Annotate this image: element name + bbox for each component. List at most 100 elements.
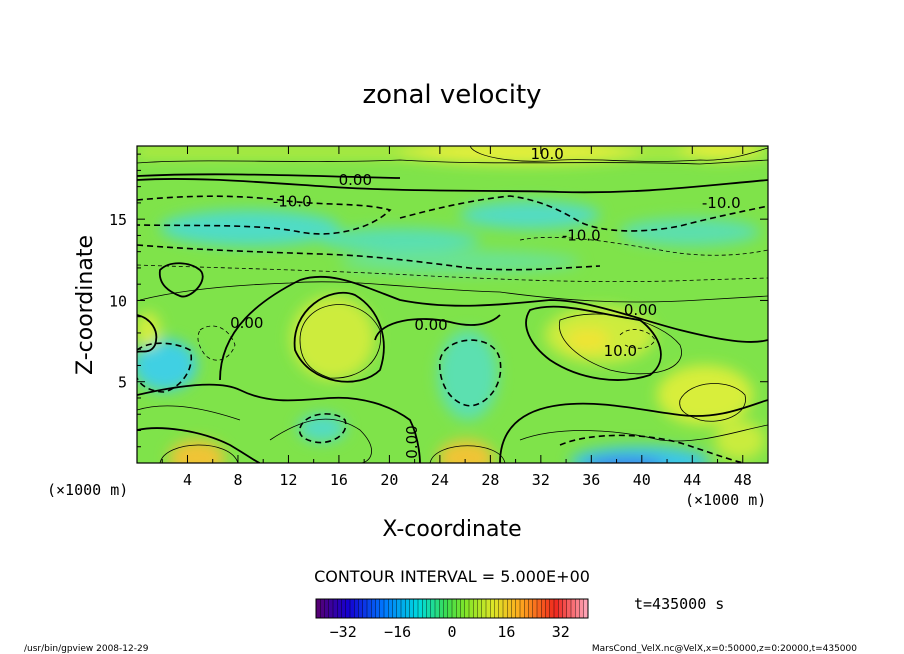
contour-label: 0.00 bbox=[624, 301, 657, 319]
colorbar-swatch bbox=[396, 599, 402, 618]
x-axis-label: X-coordinate bbox=[382, 517, 521, 542]
colorbar-swatch bbox=[435, 599, 440, 618]
x-axis-unit-right: (×1000 m) bbox=[685, 491, 766, 509]
colorbar-swatch bbox=[426, 599, 432, 618]
colorbar-swatch bbox=[392, 599, 398, 618]
colorbar-swatch bbox=[545, 599, 551, 618]
colorbar-swatch bbox=[575, 599, 580, 618]
contour-label: -10.0 bbox=[273, 192, 312, 210]
contour-label: 10.0 bbox=[604, 342, 637, 360]
x-tick-label: 40 bbox=[633, 471, 651, 489]
x-tick-label: 36 bbox=[582, 471, 600, 489]
x-tick-label: 4 bbox=[183, 471, 192, 489]
colorbar-swatch bbox=[375, 599, 381, 618]
colorbar-swatch bbox=[507, 599, 512, 618]
colorbar-swatch bbox=[447, 599, 453, 618]
colorbar-swatch bbox=[333, 599, 338, 618]
colorbar-swatch bbox=[554, 599, 559, 618]
colorbar-swatch bbox=[401, 599, 406, 618]
x-tick-label: 44 bbox=[683, 471, 701, 489]
colorbar-swatch bbox=[566, 599, 572, 618]
colorbar-swatch bbox=[490, 599, 495, 618]
x-tick-label: 12 bbox=[279, 471, 297, 489]
colorbar-swatch bbox=[379, 599, 385, 618]
colorbar-swatch bbox=[494, 599, 500, 618]
colorbar-swatch bbox=[430, 599, 436, 618]
x-axis: 4 8 12 16 20 24 28 32 36 40 44 48 bbox=[161, 146, 752, 489]
contour-label: 10.0 bbox=[530, 145, 563, 163]
y-tick-label: 15 bbox=[109, 211, 127, 229]
colorbar-swatch bbox=[371, 599, 376, 618]
footer-right: MarsCond_VelX.nc@VelX,x=0:50000,z=0:2000… bbox=[592, 644, 857, 654]
colorbar-tick-label: −16 bbox=[384, 623, 411, 641]
colorbar-swatch bbox=[405, 599, 410, 618]
colorbar-swatch bbox=[384, 599, 389, 618]
colorbar-swatch bbox=[439, 599, 444, 618]
colorbar-swatch bbox=[341, 599, 347, 618]
colorbar-swatch bbox=[562, 599, 568, 618]
y-axis-label: Z-coordinate bbox=[73, 235, 98, 375]
contour-label: 0.00 bbox=[414, 316, 447, 334]
chart-title: zonal velocity bbox=[362, 80, 541, 110]
x-tick-label: 32 bbox=[532, 471, 550, 489]
colorbar-swatch bbox=[354, 599, 359, 618]
colorbar-swatch bbox=[486, 599, 491, 618]
footer-left: /usr/bin/gpview 2008-12-29 bbox=[24, 644, 149, 654]
x-tick-label: 16 bbox=[330, 471, 348, 489]
colorbar-swatch bbox=[549, 599, 555, 618]
colorbar-swatch bbox=[358, 599, 364, 618]
colorbar-swatch bbox=[528, 599, 534, 618]
heatmap-field: 10.0 0.00 -10.0 -10.0 -10.0 0.00 0.00 0.00 10.0 0… bbox=[137, 145, 768, 463]
colorbar-tick-label: 32 bbox=[552, 623, 570, 641]
colorbar-swatch bbox=[320, 599, 325, 618]
contour-interval-text: CONTOUR INTERVAL = 5.000E+00 bbox=[314, 567, 590, 586]
colorbar-swatch bbox=[460, 599, 466, 618]
colorbar: −32 −16 0 16 32 bbox=[315, 598, 589, 641]
colorbar-tick-label: 16 bbox=[497, 623, 515, 641]
colorbar-swatch bbox=[345, 599, 351, 618]
contour-label: 0.00 bbox=[230, 314, 263, 332]
colorbar-swatch bbox=[452, 599, 457, 618]
colorbar-swatch bbox=[571, 599, 576, 618]
colorbar-swatch bbox=[367, 599, 372, 618]
y-axis: 5 10 15 bbox=[109, 153, 768, 448]
colorbar-swatch bbox=[464, 599, 470, 618]
y-tick-label: 5 bbox=[118, 374, 127, 392]
colorbar-swatch bbox=[477, 599, 483, 618]
y-tick-label: 10 bbox=[109, 292, 127, 310]
colorbar-swatch bbox=[498, 599, 504, 618]
colorbar-swatch bbox=[515, 599, 521, 618]
colorbar-swatch bbox=[473, 599, 478, 618]
colorbar-swatch bbox=[511, 599, 517, 618]
x-tick-label: 20 bbox=[380, 471, 398, 489]
colorbar-swatch bbox=[350, 599, 355, 618]
colorbar-swatch bbox=[337, 599, 342, 618]
colorbar-swatch bbox=[520, 599, 525, 618]
colorbar-swatch bbox=[558, 599, 563, 618]
contour-lines bbox=[137, 146, 768, 463]
x-axis-unit-left: (×1000 m) bbox=[47, 481, 128, 499]
colorbar-swatch bbox=[579, 599, 585, 618]
colorbar-swatch bbox=[316, 599, 321, 618]
plot-frame bbox=[136, 145, 769, 464]
colorbar-swatch bbox=[532, 599, 538, 618]
colorbar-swatch bbox=[481, 599, 487, 618]
contour-label: -10.0 bbox=[702, 194, 741, 212]
colorbar-swatch bbox=[418, 599, 423, 618]
x-tick-label: 28 bbox=[481, 471, 499, 489]
colorbar-swatch bbox=[388, 599, 393, 618]
colorbar-swatch bbox=[503, 599, 508, 618]
colorbar-swatch bbox=[328, 599, 334, 618]
x-tick-label: 48 bbox=[734, 471, 752, 489]
colorbar-swatch bbox=[324, 599, 330, 618]
contour-label: -10.0 bbox=[562, 226, 601, 244]
colorbar-swatch bbox=[362, 599, 368, 618]
colorbar-swatch bbox=[409, 599, 415, 618]
colorbar-tick-label: 0 bbox=[447, 623, 456, 641]
x-tick-label: 8 bbox=[233, 471, 242, 489]
x-tick-label: 24 bbox=[431, 471, 449, 489]
colorbar-swatch bbox=[413, 599, 419, 618]
colorbar-swatch bbox=[583, 599, 589, 618]
contour-labels: 10.0 0.00 -10.0 -10.0 -10.0 0.00 0.00 0.00 10.0 0… bbox=[230, 145, 741, 459]
